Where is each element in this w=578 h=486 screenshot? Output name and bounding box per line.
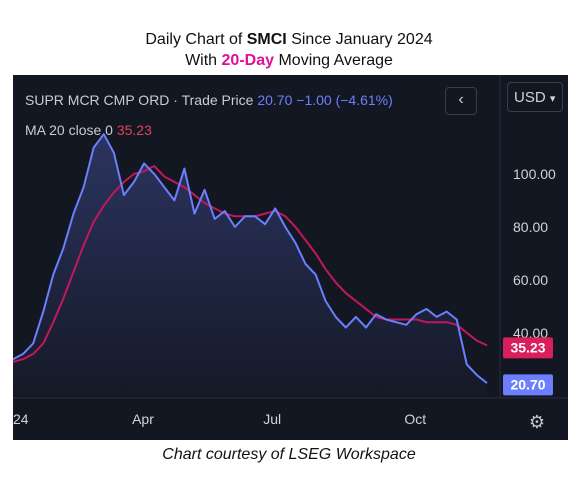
- ma-price-badge-bg: [503, 337, 553, 359]
- subtitle-highlight: 20-Day: [221, 52, 275, 69]
- title-ticker: SMCI: [246, 31, 287, 48]
- x-tick-label: Jul: [263, 411, 281, 427]
- y-tick-label: 80.00: [513, 219, 548, 235]
- legend-symbol: SUPR MCR CMP ORD · Trade Price 20.70 −1.…: [25, 92, 393, 108]
- legend-change: −1.00 (−4.61%): [296, 92, 393, 108]
- y-tick-label: 60.00: [513, 272, 548, 288]
- title-suffix: Since January 2024: [286, 31, 433, 48]
- chevron-down-icon: ▾: [549, 93, 556, 105]
- currency-button[interactable]: USD ▾: [507, 82, 563, 112]
- gear-icon[interactable]: ⚙: [528, 412, 546, 432]
- ma-price-badge-text: 35.23: [510, 339, 545, 355]
- price-line: [13, 133, 488, 384]
- chart-caption: Chart courtesy of LSEG Workspace: [162, 446, 416, 463]
- title-prefix: Daily Chart of: [145, 31, 247, 48]
- x-tick-label: Oct: [404, 411, 426, 427]
- y-tick-label: 40.00: [513, 325, 548, 341]
- subtitle-suffix: Moving Average: [274, 52, 393, 69]
- legend-ma-label: MA 20 close 0: [25, 122, 113, 138]
- legend-ma: MA 20 close 0 35.23: [25, 122, 152, 138]
- collapse-legend-button[interactable]: ‹: [445, 87, 477, 115]
- subtitle-prefix: With: [185, 52, 222, 69]
- legend-ma-value: 35.23: [116, 122, 152, 138]
- last-price-badge-bg: [503, 374, 553, 396]
- y-tick-label: 100.00: [513, 166, 556, 182]
- chevron-left-icon: ‹: [458, 91, 464, 108]
- x-tick-label: 24: [13, 411, 29, 427]
- price-area-fill: [13, 134, 487, 398]
- currency-label: USD: [514, 89, 546, 106]
- legend-price: 20.70: [257, 92, 293, 108]
- price-chart-svg[interactable]: 100.00 80.00 60.00 40.00 24 Apr Jul Oct 35.23 20.…: [13, 75, 568, 440]
- last-price-badge-text: 20.70: [510, 376, 545, 392]
- chart-title-line-2: With 20-Day Moving Average: [0, 51, 578, 71]
- x-tick-label: Apr: [132, 411, 154, 427]
- chart-panel[interactable]: 100.00 80.00 60.00 40.00 24 Apr Jul Oct 35.23 20.…: [13, 75, 568, 440]
- legend-symbol-name: SUPR MCR CMP ORD · Trade Price: [25, 92, 254, 108]
- chart-title-line-1: Daily Chart of SMCI Since January 2024: [0, 30, 578, 50]
